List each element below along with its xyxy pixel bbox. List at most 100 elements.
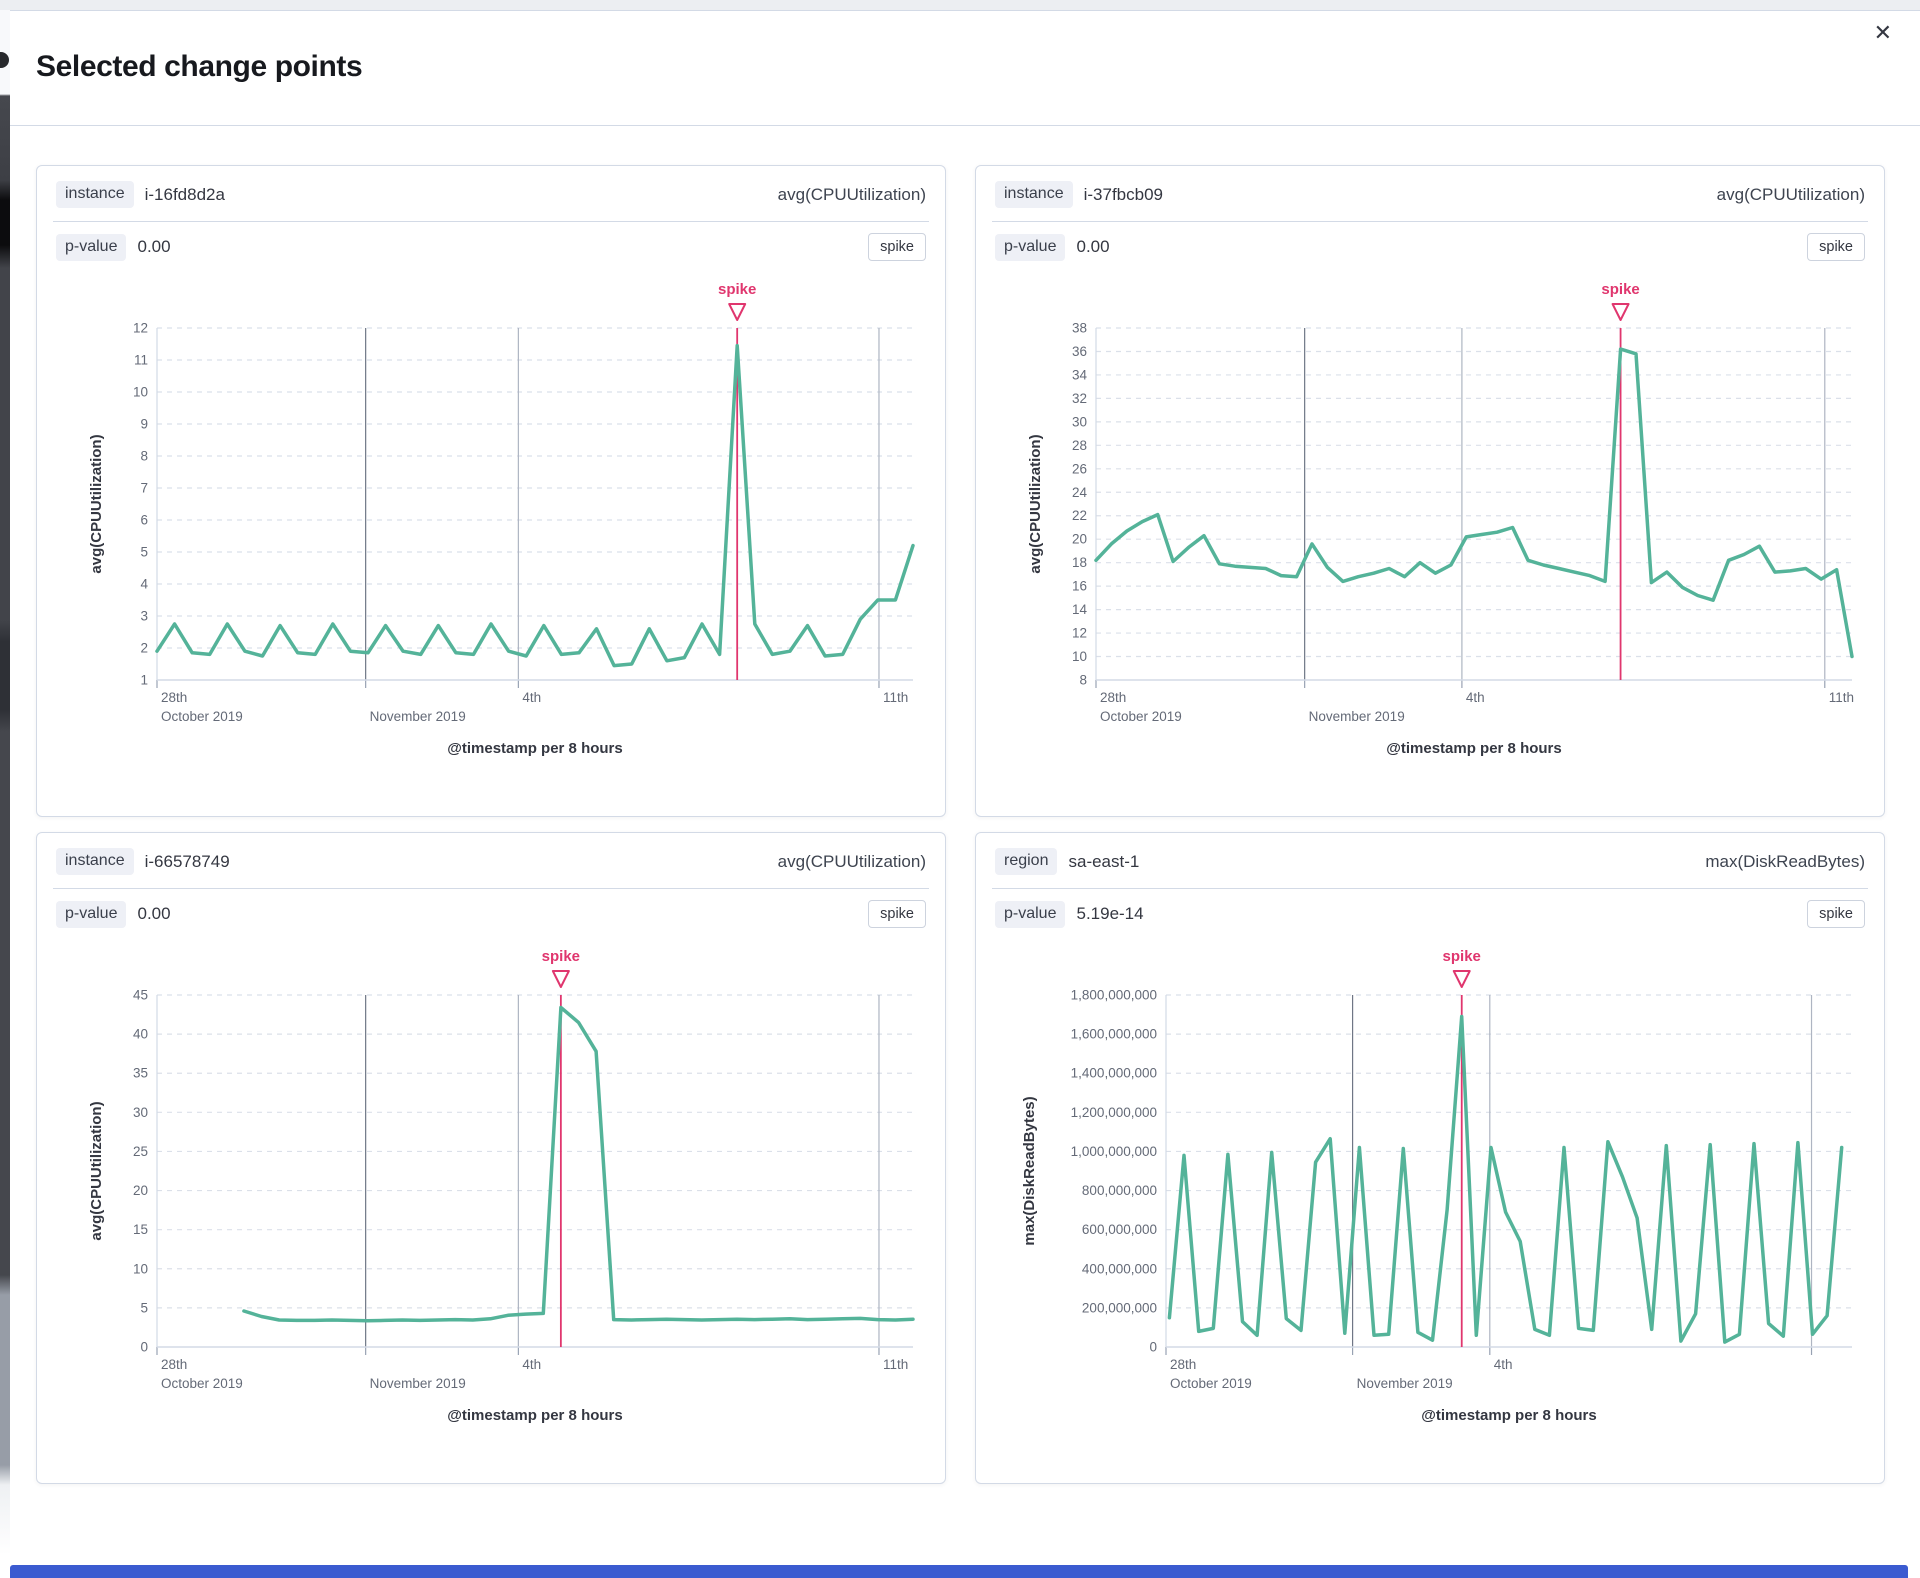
card-header-row: instance i-37fbcb09 avg(CPUUtilization) <box>976 166 1884 221</box>
metric-label: max(DiskReadBytes) <box>1705 851 1865 871</box>
p-value: 0.00 <box>1076 237 1110 256</box>
svg-text:11th: 11th <box>883 1357 908 1372</box>
svg-text:1,200,000,000: 1,200,000,000 <box>1071 1105 1157 1120</box>
x-axis-title: @timestamp per 8 hours <box>447 740 623 757</box>
change-type-chip[interactable]: spike <box>868 233 926 261</box>
p-value: 0.00 <box>137 904 171 923</box>
svg-text:20: 20 <box>1072 532 1087 547</box>
svg-text:15: 15 <box>133 1222 148 1237</box>
svg-text:4: 4 <box>140 577 148 592</box>
svg-text:10: 10 <box>133 385 148 400</box>
svg-text:spike: spike <box>1443 948 1481 965</box>
svg-text:8: 8 <box>140 449 148 464</box>
svg-text:11th: 11th <box>1829 690 1854 705</box>
svg-text:24: 24 <box>1072 485 1088 500</box>
card-header-row: region sa-east-1 max(DiskReadBytes) <box>976 833 1884 888</box>
svg-text:October 2019: October 2019 <box>1100 709 1182 724</box>
metric-label: avg(CPUUtilization) <box>777 851 926 871</box>
field-badge: instance <box>56 848 134 875</box>
background-page-top-strip <box>0 0 1920 11</box>
p-value: 5.19e-14 <box>1076 904 1144 923</box>
change-type-chip[interactable]: spike <box>868 900 926 928</box>
svg-text:30: 30 <box>133 1105 148 1120</box>
svg-text:November 2019: November 2019 <box>1357 1376 1453 1391</box>
field-badge: instance <box>995 181 1073 208</box>
svg-text:spike: spike <box>542 948 580 965</box>
svg-text:34: 34 <box>1072 367 1088 382</box>
modal-header-divider <box>10 125 1920 126</box>
card-divider <box>53 221 929 222</box>
p-value-badge: p-value <box>56 900 127 928</box>
svg-text:3: 3 <box>140 609 148 624</box>
field-value: i-37fbcb09 <box>1083 184 1163 204</box>
svg-text:28th: 28th <box>161 690 187 705</box>
svg-text:22: 22 <box>1072 508 1087 523</box>
modal-title: Selected change points <box>36 50 363 84</box>
change-point-card: region sa-east-1 max(DiskReadBytes) p-va… <box>975 832 1885 1484</box>
x-axis-title: @timestamp per 8 hours <box>1386 740 1562 757</box>
close-icon[interactable]: ✕ <box>1870 18 1896 48</box>
change-point-card: instance i-37fbcb09 avg(CPUUtilization) … <box>975 165 1885 817</box>
card-divider <box>992 221 1868 222</box>
field-value: sa-east-1 <box>1068 851 1140 871</box>
svg-text:20: 20 <box>133 1183 148 1198</box>
x-axis-title: @timestamp per 8 hours <box>447 1407 623 1424</box>
p-value-badge: p-value <box>56 233 127 261</box>
card-subheader-row: p-value 0.00 spike <box>976 222 1884 270</box>
svg-text:7: 7 <box>140 481 148 496</box>
y-axis-title: max(DiskReadBytes) <box>1021 1096 1038 1245</box>
metric-label: avg(CPUUtilization) <box>1716 184 1865 204</box>
y-axis-title: avg(CPUUtilization) <box>1027 434 1044 573</box>
svg-text:5: 5 <box>140 545 148 560</box>
svg-text:0: 0 <box>1149 1340 1157 1355</box>
svg-text:35: 35 <box>133 1066 148 1081</box>
svg-text:6: 6 <box>140 513 148 528</box>
svg-text:November 2019: November 2019 <box>370 1376 466 1391</box>
svg-text:10: 10 <box>1072 649 1087 664</box>
svg-text:2: 2 <box>140 641 148 656</box>
svg-text:October 2019: October 2019 <box>1170 1376 1252 1391</box>
svg-text:800,000,000: 800,000,000 <box>1082 1183 1157 1198</box>
svg-text:spike: spike <box>718 281 756 298</box>
svg-text:0: 0 <box>140 1340 148 1355</box>
svg-text:4th: 4th <box>1494 1357 1513 1372</box>
svg-text:4th: 4th <box>522 690 541 705</box>
svg-text:10: 10 <box>133 1261 148 1276</box>
svg-text:14: 14 <box>1072 602 1088 617</box>
card-header-row: instance i-16fd8d2a avg(CPUUtilization) <box>37 166 945 221</box>
svg-text:30: 30 <box>1072 414 1087 429</box>
svg-text:1,600,000,000: 1,600,000,000 <box>1071 1027 1157 1042</box>
card-subheader-row: p-value 0.00 spike <box>37 222 945 270</box>
svg-text:11th: 11th <box>883 690 908 705</box>
timeseries-chart[interactable]: 8 10 12 14 16 18 20 22 24 26 28 30 32 34 36 38 28th Octob… <box>976 272 1884 772</box>
background-content-strip <box>0 10 10 1570</box>
svg-text:1,000,000,000: 1,000,000,000 <box>1071 1144 1157 1159</box>
svg-text:18: 18 <box>1072 555 1087 570</box>
svg-text:38: 38 <box>1072 321 1087 336</box>
card-header-row: instance i-66578749 avg(CPUUtilization) <box>37 833 945 888</box>
change-point-card: instance i-16fd8d2a avg(CPUUtilization) … <box>36 165 946 817</box>
svg-text:4th: 4th <box>522 1357 541 1372</box>
field-value: i-16fd8d2a <box>144 184 225 204</box>
svg-text:12: 12 <box>133 321 148 336</box>
timeseries-chart[interactable]: 0 200,000,000 400,000,000 600,000,000 800,00… <box>976 939 1884 1439</box>
p-value: 0.00 <box>137 237 171 256</box>
svg-text:12: 12 <box>1072 626 1087 641</box>
change-type-chip[interactable]: spike <box>1807 900 1865 928</box>
card-divider <box>992 888 1868 889</box>
svg-text:1: 1 <box>140 673 148 688</box>
svg-text:9: 9 <box>140 417 148 432</box>
background-page-bar <box>10 1565 1908 1578</box>
p-value-badge: p-value <box>995 233 1066 261</box>
svg-text:600,000,000: 600,000,000 <box>1082 1222 1157 1237</box>
svg-text:28: 28 <box>1072 438 1087 453</box>
change-type-chip[interactable]: spike <box>1807 233 1865 261</box>
svg-text:32: 32 <box>1072 391 1087 406</box>
p-value-badge: p-value <box>995 900 1066 928</box>
timeseries-chart[interactable]: 0 5 10 15 20 25 30 35 40 45 28th October 2019 Novemb… <box>37 939 945 1439</box>
svg-text:11: 11 <box>134 353 148 368</box>
svg-text:8: 8 <box>1079 673 1087 688</box>
svg-text:1,800,000,000: 1,800,000,000 <box>1071 988 1157 1003</box>
svg-text:November 2019: November 2019 <box>370 709 466 724</box>
